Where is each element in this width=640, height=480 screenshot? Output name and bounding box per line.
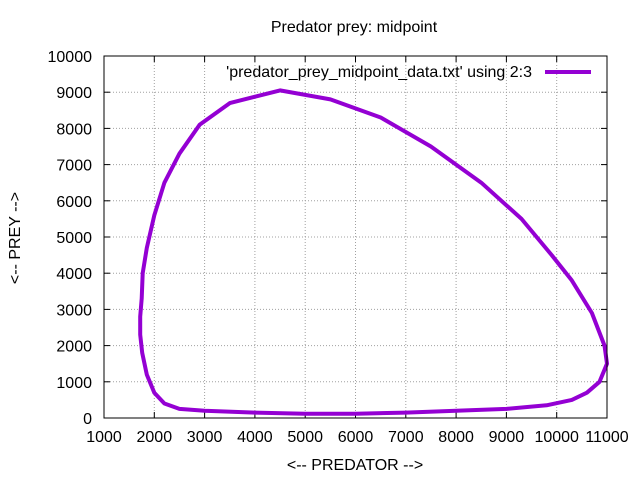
x-tick-label: 11000 (585, 429, 628, 446)
x-axis-label: <-- PREDATOR --> (287, 457, 423, 474)
x-tick-label: 4000 (237, 429, 273, 446)
x-tick-label: 2000 (137, 429, 173, 446)
x-tick-label: 8000 (438, 429, 474, 446)
grid-layer (104, 56, 607, 418)
y-tick-label: 1000 (56, 375, 92, 392)
y-tick-label: 10000 (48, 49, 93, 66)
x-tick-label: 10000 (534, 429, 579, 446)
series-line (138, 88, 609, 416)
y-axis-label: <-- PREY --> (7, 192, 24, 284)
y-tick-label: 3000 (56, 302, 92, 319)
ticks-layer: 1000 2000 3000 4000 5000 6000 7000 8000 9000 1000… (48, 49, 629, 446)
series-layer (138, 88, 609, 416)
x-tick-label: 5000 (287, 429, 323, 446)
y-tick-label: 8000 (56, 121, 92, 138)
chart-title: Predator prey: midpoint (271, 19, 438, 36)
x-tick-label: 1000 (86, 429, 122, 446)
legend-label: 'predator_prey_midpoint_data.txt' using … (226, 64, 532, 81)
y-tick-label: 9000 (56, 85, 92, 102)
x-tick-label: 6000 (338, 429, 374, 446)
x-tick-label: 3000 (187, 429, 223, 446)
y-tick-label: 2000 (56, 339, 92, 356)
y-tick-label: 6000 (56, 194, 92, 211)
x-tick-label: 9000 (489, 429, 525, 446)
y-tick-label: 0 (83, 411, 92, 428)
y-tick-label: 4000 (56, 266, 92, 283)
plot-frame (103, 55, 608, 419)
legend: 'predator_prey_midpoint_data.txt' using … (226, 64, 591, 81)
y-tick-label: 5000 (56, 230, 92, 247)
y-tick-label: 7000 (56, 158, 92, 175)
x-tick-label: 7000 (388, 429, 424, 446)
